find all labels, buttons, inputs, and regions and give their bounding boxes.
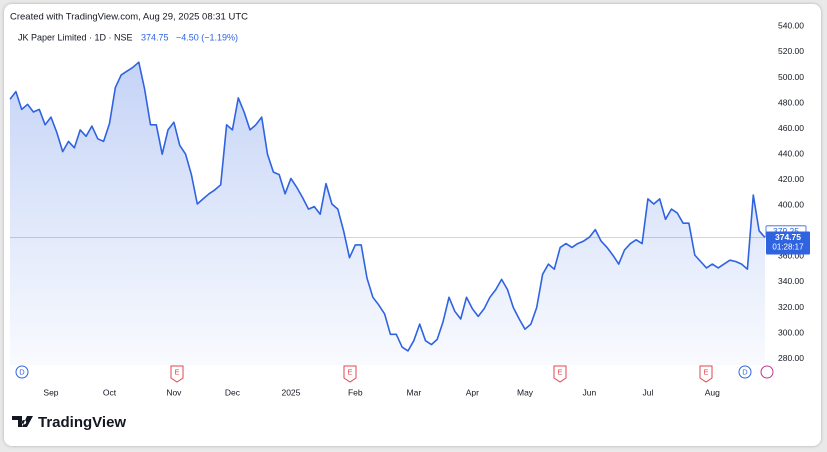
y-tick-label: 400.00: [778, 200, 804, 210]
header: Created with TradingView.com, Aug 29, 20…: [10, 12, 248, 23]
y-tick-label: 320.00: [778, 302, 804, 312]
event-badge-partial: [760, 365, 774, 379]
event-marker: E: [553, 365, 567, 383]
y-tick-label: 420.00: [778, 174, 804, 184]
event-badge: [343, 365, 357, 383]
event-marker: D: [738, 365, 752, 379]
price-line-series: [9, 61, 766, 352]
x-tick-label: 2025: [281, 387, 300, 397]
event-badge: [699, 365, 713, 383]
y-tick-label: 500.00: [778, 72, 804, 82]
x-tick-label: Jul: [643, 387, 654, 397]
event-badge: [15, 365, 29, 379]
event-badge: [553, 365, 567, 383]
event-label: E: [703, 367, 708, 376]
x-tick-label: Aug: [705, 387, 720, 397]
x-tick-label: May: [517, 387, 534, 397]
x-tick-label: Dec: [225, 387, 241, 397]
event-label: E: [347, 367, 352, 376]
y-tick-label: 520.00: [778, 46, 804, 56]
price-label-box: [766, 231, 810, 255]
countdown: 01:28:17: [772, 243, 804, 252]
logo-icon: [12, 416, 33, 427]
event-marker: D: [15, 365, 29, 379]
last-price: 374.75: [141, 32, 169, 42]
event-marker: E: [343, 365, 357, 383]
x-tick-label: Sep: [43, 387, 58, 397]
x-tick-label: Nov: [166, 387, 182, 397]
event-marker: E: [699, 365, 713, 383]
chart-card: Created with TradingView.com, Aug 29, 20…: [4, 4, 821, 446]
y-tick-label: 540.00: [778, 21, 804, 31]
logo: TradingView: [12, 414, 126, 431]
x-tick-label: Oct: [103, 387, 117, 397]
price-label: 374.75: [775, 232, 801, 242]
y-tick-label: 460.00: [778, 123, 804, 133]
y-tick-label: 300.00: [778, 327, 804, 337]
y-tick-label: 280.00: [778, 353, 804, 363]
event-label: D: [742, 367, 748, 376]
price-change: −4.50 (−1.19%): [176, 32, 238, 42]
y-tick-label: 340.00: [778, 276, 804, 286]
event-label: E: [557, 367, 562, 376]
event-label: D: [19, 367, 25, 376]
event-label: E: [174, 367, 179, 376]
y-tick-label: 480.00: [778, 97, 804, 107]
event-badge: [170, 365, 184, 383]
marker-label: 379.25: [773, 226, 799, 236]
y-tick-label: 440.00: [778, 148, 804, 158]
event-badge: [738, 365, 752, 379]
chart: Created with TradingView.com, Aug 29, 20…: [9, 12, 810, 431]
y-tick-label: 360.00: [778, 251, 804, 261]
x-tick-label: Feb: [348, 387, 363, 397]
x-tick-label: Apr: [466, 387, 479, 397]
x-tick-label: Mar: [407, 387, 422, 397]
chart-title: JK Paper Limited · 1D · NSE: [18, 32, 133, 42]
x-tick-label: Jun: [583, 387, 597, 397]
logo-text: TradingView: [38, 414, 126, 431]
area: [10, 62, 765, 365]
event-marker: E: [170, 365, 184, 383]
